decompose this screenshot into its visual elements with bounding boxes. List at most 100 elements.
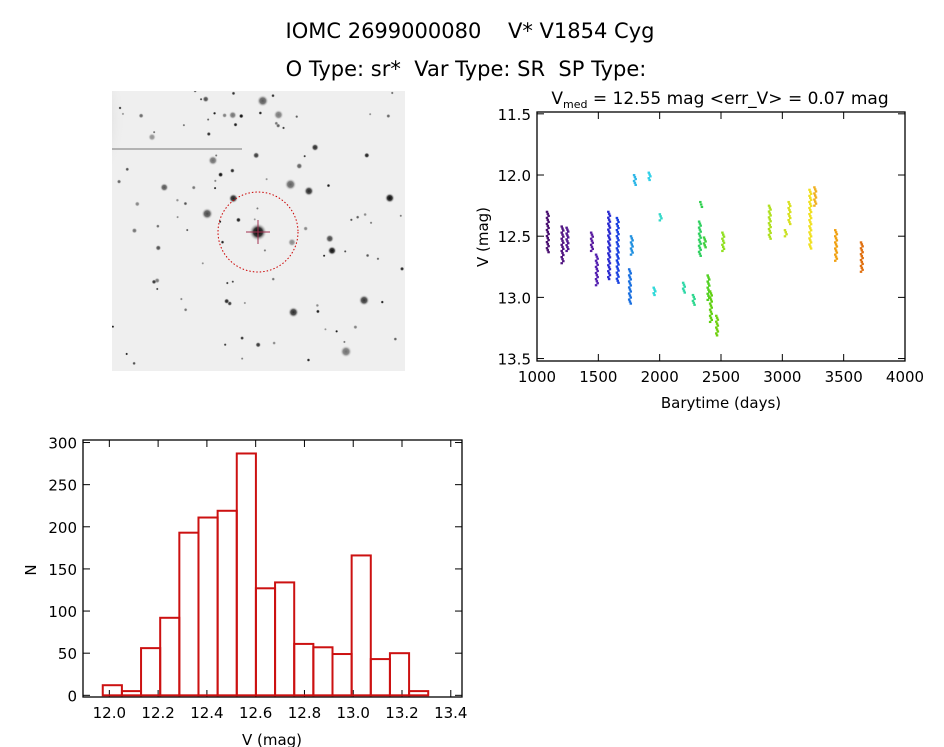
lc-point [715, 326, 718, 329]
lc-point [683, 291, 686, 294]
star [315, 303, 320, 308]
lc-point [860, 243, 864, 246]
lc-point [707, 282, 710, 285]
lc-point [594, 278, 598, 281]
lc-xtick-label: 2000 [641, 368, 679, 386]
lc-point [699, 203, 703, 206]
lc-point [546, 243, 550, 246]
lc-point [709, 304, 713, 307]
lc-point [767, 227, 771, 231]
lc-point [562, 235, 565, 238]
lc-point [560, 225, 563, 228]
lc-point [788, 210, 792, 214]
hist-xtick-label: 13.4 [434, 704, 467, 722]
star [303, 226, 309, 232]
star [179, 297, 183, 301]
hist-bar [369, 658, 391, 697]
star [365, 253, 370, 258]
hist-bar [388, 652, 411, 697]
star [221, 112, 228, 119]
lc-point [809, 227, 812, 230]
lc-point [631, 251, 634, 254]
lc-point [708, 296, 712, 299]
lc-point [787, 206, 790, 210]
lc-point [709, 316, 713, 319]
star [213, 179, 217, 183]
lc-point [722, 241, 726, 244]
lc-point [809, 233, 812, 236]
lc-point [607, 252, 610, 255]
star [118, 106, 122, 110]
lc-point [617, 263, 620, 266]
lc-point [607, 228, 610, 231]
lc-point [608, 250, 612, 253]
lc-point [834, 241, 837, 244]
lc-point [808, 219, 811, 222]
star [138, 113, 144, 119]
star [355, 215, 360, 220]
lc-point [615, 228, 619, 232]
lc-point [560, 262, 563, 265]
lc-point [590, 233, 594, 236]
lc-point [809, 204, 813, 208]
star [220, 240, 225, 245]
lc-point [808, 231, 811, 234]
lc-point [814, 196, 818, 199]
lc-point [590, 239, 594, 242]
lc-point [660, 217, 663, 220]
star [131, 227, 138, 234]
lc-point [617, 275, 620, 278]
lc-point [545, 241, 549, 244]
star [327, 246, 337, 256]
lc-point [809, 235, 813, 238]
star [369, 221, 373, 225]
lc-point [595, 273, 599, 277]
star [303, 186, 314, 197]
star [223, 298, 230, 305]
lc-point [566, 247, 570, 251]
star [206, 131, 212, 137]
lc-point [608, 268, 612, 271]
lc-xtick-label: 3500 [825, 368, 863, 386]
lc-point [547, 232, 550, 236]
star [223, 343, 227, 347]
lc-point [547, 238, 550, 242]
lc-point [809, 198, 813, 202]
lc-point [698, 234, 702, 237]
histogram-plot: 12.0 12.2 12.4 12.6 12.8 13.0 13.2 13.4 0 50 100 15… [22, 435, 467, 747]
lc-point [834, 231, 838, 234]
lc-point [589, 249, 593, 253]
lc-point [809, 210, 813, 214]
lc-point [547, 245, 550, 248]
lc-point [767, 210, 771, 213]
lc-point [835, 257, 839, 260]
star [323, 327, 327, 331]
star [125, 167, 130, 172]
lc-point [631, 245, 634, 248]
lc-point [708, 314, 712, 317]
star [326, 183, 331, 188]
lc-point [596, 275, 599, 279]
lc-point [809, 192, 813, 195]
lc-point [607, 224, 611, 227]
lc-point [682, 289, 686, 292]
lc-point [617, 251, 620, 254]
star [238, 113, 244, 119]
hist-xtick-label: 13.0 [337, 704, 370, 722]
lc-point [813, 194, 817, 197]
hist-ytick-label: 200 [48, 519, 77, 537]
lc-point [769, 214, 772, 217]
lc-point [834, 237, 838, 240]
lc-point [633, 175, 637, 179]
lc-point [861, 268, 864, 271]
lc-point [615, 235, 619, 238]
lc-point [565, 238, 568, 241]
lc-point [617, 245, 620, 248]
lc-point [835, 233, 839, 236]
lc-point [607, 246, 610, 249]
lc-point [616, 243, 619, 246]
lc-point [783, 235, 787, 238]
lc-point [629, 290, 633, 293]
lc-point [834, 249, 838, 252]
lc-point [615, 265, 619, 268]
